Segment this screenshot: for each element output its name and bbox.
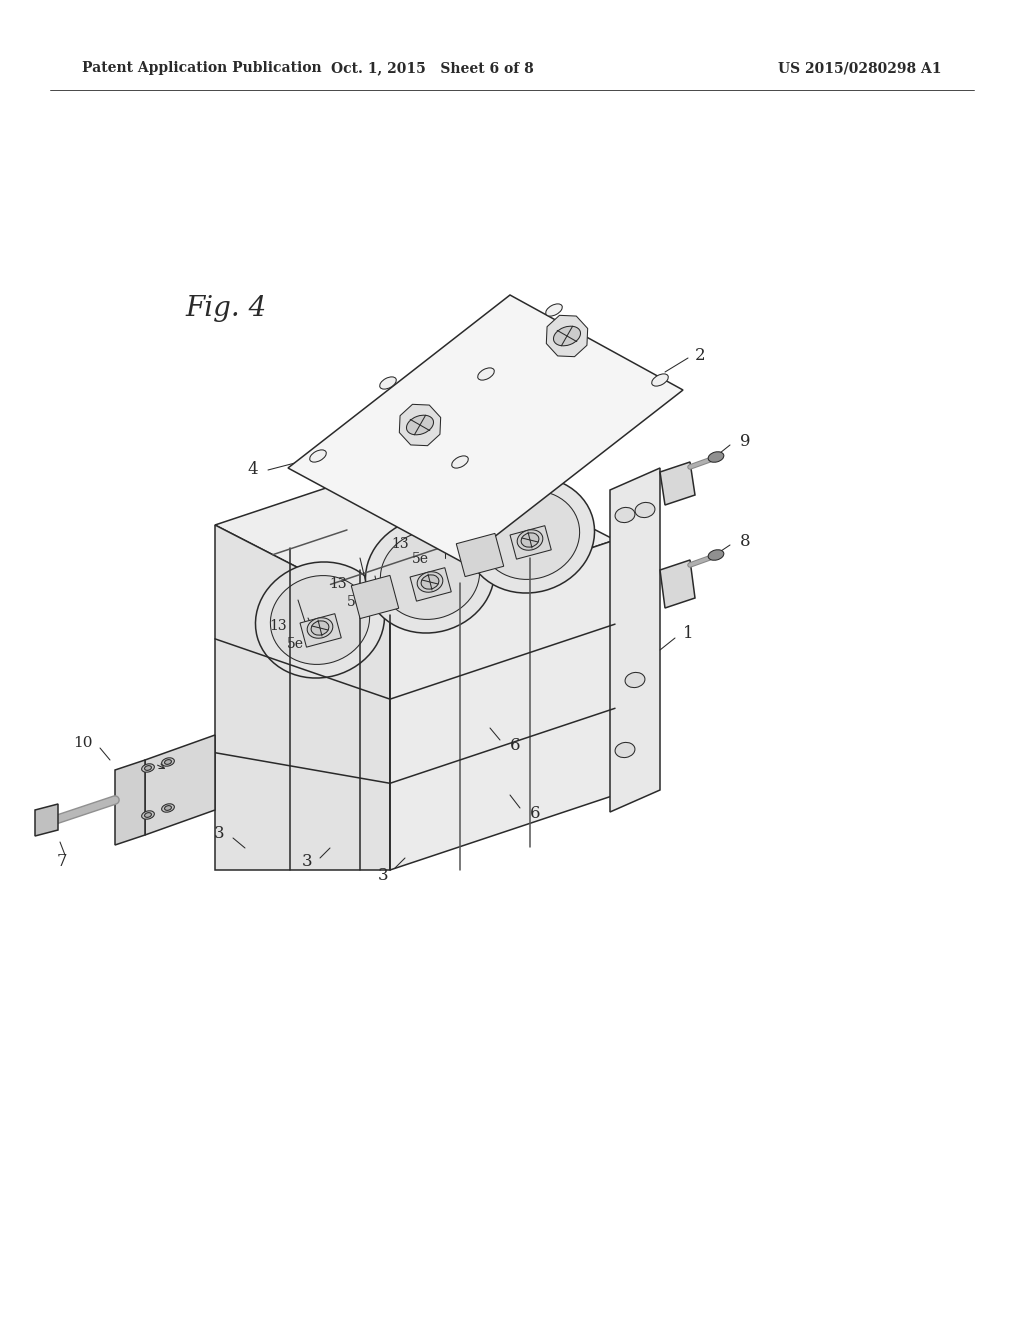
Text: 5e: 5e — [287, 638, 303, 651]
Ellipse shape — [165, 805, 171, 810]
Polygon shape — [410, 568, 452, 601]
Ellipse shape — [309, 450, 327, 462]
Ellipse shape — [144, 766, 152, 771]
Text: 8: 8 — [740, 532, 751, 549]
Text: 13: 13 — [391, 537, 409, 550]
Ellipse shape — [480, 491, 580, 579]
Polygon shape — [215, 525, 390, 870]
Text: 9: 9 — [740, 433, 751, 450]
Ellipse shape — [165, 759, 171, 764]
Text: 13: 13 — [269, 619, 287, 634]
Text: US 2015/0280298 A1: US 2015/0280298 A1 — [778, 61, 942, 75]
Text: 10: 10 — [74, 737, 93, 750]
Polygon shape — [399, 404, 440, 446]
Ellipse shape — [255, 562, 385, 678]
Text: 3: 3 — [301, 854, 312, 870]
Text: 4: 4 — [248, 462, 258, 479]
Polygon shape — [510, 525, 551, 560]
Text: Oct. 1, 2015   Sheet 6 of 8: Oct. 1, 2015 Sheet 6 of 8 — [331, 61, 534, 75]
Polygon shape — [288, 294, 683, 562]
Ellipse shape — [141, 810, 155, 820]
Polygon shape — [145, 735, 215, 836]
Ellipse shape — [625, 672, 645, 688]
Ellipse shape — [466, 477, 595, 593]
Polygon shape — [390, 540, 615, 870]
Text: 5e: 5e — [412, 552, 428, 566]
Ellipse shape — [380, 531, 479, 619]
Ellipse shape — [517, 529, 543, 550]
Text: 7: 7 — [56, 854, 68, 870]
Polygon shape — [351, 576, 398, 619]
Polygon shape — [215, 450, 615, 615]
Ellipse shape — [709, 549, 724, 560]
Ellipse shape — [407, 416, 433, 434]
Text: 5e: 5e — [346, 595, 364, 609]
Ellipse shape — [270, 576, 370, 664]
Ellipse shape — [452, 455, 468, 469]
Ellipse shape — [417, 572, 442, 593]
Ellipse shape — [709, 451, 724, 462]
Text: 1: 1 — [683, 626, 693, 643]
Polygon shape — [457, 533, 504, 577]
Ellipse shape — [478, 368, 495, 380]
Text: 2: 2 — [695, 346, 706, 363]
Ellipse shape — [635, 503, 655, 517]
Ellipse shape — [311, 620, 329, 635]
Ellipse shape — [141, 764, 155, 772]
Text: 3: 3 — [213, 825, 224, 842]
Ellipse shape — [366, 517, 495, 634]
Polygon shape — [660, 462, 695, 506]
Ellipse shape — [380, 378, 396, 389]
Ellipse shape — [307, 618, 333, 639]
Ellipse shape — [651, 374, 669, 387]
Ellipse shape — [546, 304, 562, 315]
Ellipse shape — [162, 758, 174, 766]
Text: Fig. 4: Fig. 4 — [185, 294, 266, 322]
Polygon shape — [300, 614, 341, 647]
Text: 3: 3 — [378, 866, 388, 883]
Ellipse shape — [554, 326, 581, 346]
Polygon shape — [610, 469, 660, 812]
Text: 6: 6 — [510, 738, 520, 755]
Ellipse shape — [615, 507, 635, 523]
Text: 13: 13 — [329, 577, 347, 591]
Ellipse shape — [521, 533, 539, 548]
Text: 6: 6 — [530, 805, 541, 822]
Polygon shape — [547, 315, 588, 356]
Text: Patent Application Publication: Patent Application Publication — [82, 61, 322, 75]
Polygon shape — [660, 560, 695, 609]
Ellipse shape — [615, 742, 635, 758]
Ellipse shape — [144, 813, 152, 817]
Ellipse shape — [421, 574, 439, 589]
Ellipse shape — [162, 804, 174, 812]
Polygon shape — [35, 804, 58, 836]
Polygon shape — [115, 760, 145, 845]
